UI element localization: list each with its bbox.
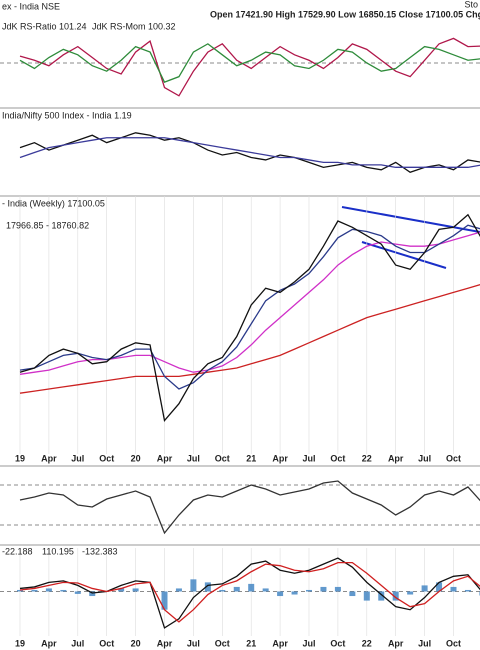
histogram-bar (464, 589, 471, 592)
band-annotation: 17966.85 - 18760.82 (6, 220, 89, 230)
histogram-bar (45, 588, 52, 592)
histogram-bar (89, 591, 96, 597)
x-tick-label: Apr (272, 453, 288, 463)
series-line (19, 231, 480, 375)
series-line (19, 557, 480, 629)
x-tick-label: Jul (418, 638, 431, 648)
series-line (19, 284, 480, 394)
histogram-bar (291, 591, 298, 595)
x-tick-label: Apr (272, 638, 288, 648)
x-tick-label: 22 (362, 453, 372, 463)
histogram-bar (320, 586, 327, 592)
legend-value: -132.383 (82, 546, 118, 556)
x-tick-label: Oct (446, 638, 461, 648)
series-line (19, 224, 480, 390)
histogram-bar (17, 589, 23, 592)
legend-value: -22.188 (2, 546, 33, 556)
trendline (341, 206, 480, 233)
x-tick-label: Oct (330, 638, 345, 648)
x-tick-label: Jul (187, 638, 200, 648)
x-tick-label: Oct (446, 453, 461, 463)
series-line (19, 37, 480, 97)
x-tick-label: Jul (302, 453, 315, 463)
histogram-bar (407, 591, 414, 595)
x-tick-label: Oct (99, 453, 114, 463)
trendline (361, 241, 447, 269)
histogram-bar (392, 591, 399, 601)
x-tick-label: Apr (388, 638, 404, 648)
histogram-bar (277, 591, 284, 597)
x-tick-label: 21 (246, 453, 256, 463)
histogram-bar (363, 591, 370, 601)
x-tick-label: Jul (187, 453, 200, 463)
x-tick-label: Oct (215, 453, 230, 463)
legend-entry: JdK RS-Mom 100.32 (92, 21, 176, 31)
histogram-bar (31, 589, 38, 592)
series-line (19, 213, 480, 422)
histogram-bar (233, 586, 240, 592)
panel-title: India/Nifty 500 Index - India 1.19 (2, 110, 132, 120)
legend-entry: JdK RS-Ratio 101.24 (2, 21, 87, 31)
x-tick-label: 20 (131, 453, 141, 463)
series-line (19, 137, 480, 168)
legend-value: 110.195 (42, 546, 74, 556)
series-line (19, 561, 480, 623)
histogram-bar (60, 589, 67, 592)
x-tick-label: Oct (99, 638, 114, 648)
trendlines (341, 206, 480, 269)
source-label: Sto (464, 0, 478, 9)
x-tick-label: 19 (15, 453, 25, 463)
ohlc-header: Open 17421.90 High 17529.90 Low 16850.15… (210, 9, 480, 19)
x-tick-label: Apr (41, 453, 57, 463)
histogram-bar (248, 583, 255, 592)
histogram-bar (421, 585, 428, 592)
histogram-bar (450, 586, 457, 592)
x-tick-label: 21 (246, 638, 256, 648)
histogram-bar (219, 589, 226, 592)
histogram-bar (436, 582, 443, 592)
histogram-bar (334, 586, 341, 592)
histogram-bar (161, 591, 168, 610)
x-tick-label: Apr (388, 453, 404, 463)
x-tick-label: Jul (302, 638, 315, 648)
panel-title: - India (Weekly) 17100.05 (2, 198, 105, 208)
x-tick-label: 19 (15, 638, 25, 648)
histogram-bar (74, 591, 81, 594)
series-line (19, 132, 480, 173)
x-tick-label: Apr (41, 638, 57, 648)
histogram-bar (204, 582, 211, 592)
histogram-bar (262, 588, 269, 592)
histogram-bar (349, 591, 356, 597)
histogram-bar (118, 588, 125, 592)
histogram-bar (378, 591, 385, 601)
x-tick-label: Oct (330, 453, 345, 463)
x-tick-label: Jul (71, 453, 84, 463)
x-tick-label: Oct (215, 638, 230, 648)
x-tick-label: 20 (131, 638, 141, 648)
x-tick-label: Jul (71, 638, 84, 648)
histogram-bar (175, 588, 182, 592)
series-line (19, 43, 480, 83)
symbol-label: ex - India NSE (2, 1, 60, 11)
x-tick-label: Jul (418, 453, 431, 463)
histogram-bar (190, 579, 197, 592)
series-line (19, 480, 480, 535)
histogram-bar (306, 589, 312, 592)
x-tick-label: 22 (362, 638, 372, 648)
x-tick-label: Apr (157, 453, 173, 463)
histogram-bar (132, 588, 139, 592)
x-tick-label: Apr (157, 638, 173, 648)
